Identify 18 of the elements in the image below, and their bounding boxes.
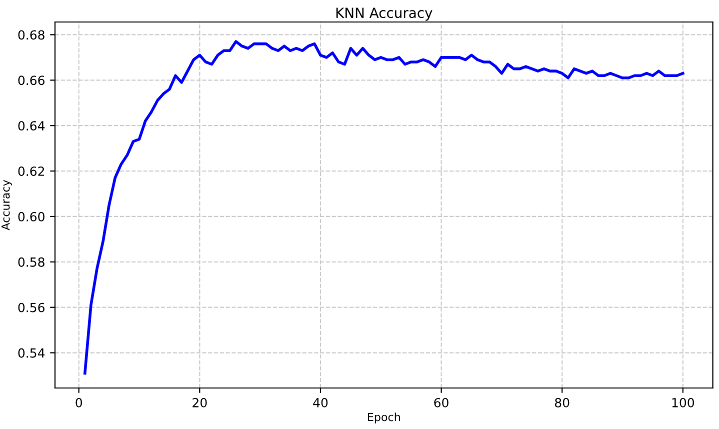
line-series — [84, 40, 684, 375]
x-axis-title: Epoch — [368, 412, 400, 424]
chart-title: KNN Accuracy — [336, 8, 432, 21]
y-tick-label: 0.58 — [18, 257, 44, 267]
x-tick-label: 60 — [434, 398, 448, 408]
y-tick-label: 0.54 — [18, 348, 45, 358]
x-tick-label: 100 — [672, 398, 694, 408]
x-tick-label: 40 — [313, 398, 328, 408]
x-tick-label: 80 — [554, 398, 570, 408]
y-tick-label: 0.60 — [18, 212, 44, 222]
y-tick-label: 0.68 — [18, 30, 44, 40]
x-tick-label: 20 — [192, 398, 207, 408]
y-tick-label: 0.66 — [18, 76, 44, 86]
x-tick-label: 0 — [76, 398, 82, 408]
y-tick-label: 0.64 — [18, 121, 45, 131]
y-tick-label: 0.56 — [18, 302, 44, 312]
y-axis-title: Accuracy — [1, 180, 12, 230]
y-tick-label: 0.62 — [18, 166, 44, 176]
